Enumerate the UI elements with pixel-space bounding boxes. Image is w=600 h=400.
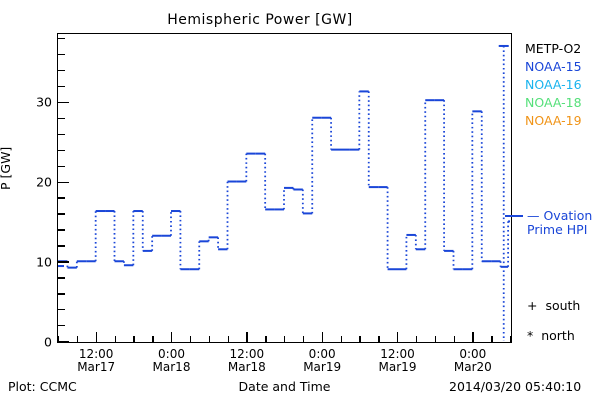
x-tick-label-date: Mar20 [453, 360, 492, 374]
y-tick-minor [58, 309, 65, 311]
legend-marker-north: * north [527, 328, 575, 343]
x-tick-minor [58, 335, 60, 343]
y-tick-minor [58, 325, 65, 327]
y-tick-minor [58, 149, 65, 151]
x-tick-major [472, 331, 474, 343]
x-tick-label-time: 12:00 [380, 347, 415, 361]
legend-item-noaa-19[interactable]: NOAA-19 [525, 113, 582, 128]
y-tick-major [58, 261, 69, 263]
y-tick-label: 30 [36, 94, 52, 110]
y-tick-minor [58, 69, 65, 72]
y-tick-major [58, 101, 69, 104]
y-tick-label: 10 [36, 254, 52, 270]
x-tick-label: 12:00 Mar18 [228, 348, 266, 374]
y-tick-minor [58, 85, 65, 88]
x-tick-minor [453, 335, 455, 343]
x-tick-minor [491, 335, 493, 343]
x-tick-label-date: Mar19 [378, 360, 417, 374]
legend-item-noaa-16[interactable]: NOAA-16 [525, 77, 582, 92]
x-tick-minor [76, 335, 79, 343]
x-tick-label-date: Mar19 [303, 360, 342, 374]
hpi-series-line [58, 44, 510, 341]
legend-item-noaa-18[interactable]: NOAA-18 [525, 95, 582, 110]
x-tick-minor [227, 335, 229, 343]
legend-marker-north-label: north [541, 328, 575, 343]
x-tick-major [397, 331, 399, 343]
x-tick-label: 12:00 Mar19 [379, 348, 417, 374]
x-tick-minor [114, 335, 116, 343]
x-axis-title: Date and Time [238, 379, 331, 394]
y-tick-minor [58, 277, 65, 279]
y-tick-minor [58, 293, 65, 295]
asterisk-icon: * [527, 328, 534, 343]
x-tick-minor [415, 335, 418, 343]
x-tick-label-date: Mar18 [227, 360, 266, 374]
legend-marker-south-label: south [545, 298, 581, 313]
ovation-legend-label: — Ovation Prime HPI [527, 209, 592, 237]
chart-title: Hemispheric Power [GW] [167, 12, 353, 28]
y-tick-minor [58, 245, 65, 247]
ovation-legend-line1: — Ovation [527, 208, 593, 223]
x-tick-label-time: 12:00 [229, 347, 265, 361]
y-tick-minor [58, 197, 65, 199]
y-tick-minor [58, 229, 65, 231]
x-tick-label: 0:00 Mar20 [454, 348, 492, 374]
ovation-legend-line2: Prime HPI [527, 222, 588, 237]
x-tick-minor [434, 335, 437, 343]
y-axis-title: P [GW] [0, 146, 13, 190]
legend-item-noaa-15[interactable]: NOAA-15 [525, 59, 582, 74]
x-tick-major [95, 331, 98, 343]
x-tick-minor [284, 335, 286, 343]
x-tick-label-time: 0:00 [459, 347, 487, 361]
y-tick-major [58, 181, 69, 183]
footer-credit: Plot: CCMC [8, 379, 77, 394]
x-tick-minor [340, 335, 342, 343]
x-tick-label-time: 0:00 [158, 347, 185, 361]
y-tick-minor [58, 37, 65, 40]
x-tick-label-date: Mar18 [152, 360, 191, 374]
x-tick-minor [152, 335, 154, 343]
x-tick-minor [265, 335, 267, 343]
x-tick-minor [359, 335, 361, 343]
y-tick-minor [58, 53, 65, 56]
x-tick-label-time: 12:00 [78, 347, 114, 361]
x-tick-minor [302, 335, 305, 343]
y-tick-minor [58, 133, 65, 136]
legend-marker-south: + south [527, 298, 580, 313]
y-tick-minor [58, 165, 65, 167]
x-tick-label: 0:00 Mar18 [153, 348, 191, 374]
plus-icon: + [527, 298, 538, 313]
plot-area [58, 34, 511, 342]
x-tick-major [246, 331, 248, 343]
y-tick-label: 20 [36, 174, 52, 190]
x-tick-major [321, 331, 324, 343]
x-tick-minor [133, 335, 135, 343]
x-tick-minor [208, 335, 211, 343]
y-tick-major [58, 341, 69, 343]
x-tick-minor [510, 335, 512, 343]
y-tick-minor [58, 117, 65, 120]
legend-item-metp-o2[interactable]: METP-O2 [525, 41, 582, 56]
y-tick-label: 0 [44, 334, 52, 349]
x-tick-label-date: Mar17 [77, 360, 116, 374]
satellite-legend: METP-O2 NOAA-15 NOAA-16 NOAA-18 NOAA-19 [525, 40, 582, 130]
footer-timestamp: 2014/03/20 05:40:10 [449, 379, 582, 394]
x-tick-label: 12:00 Mar17 [77, 348, 115, 374]
y-tick-minor [58, 213, 65, 215]
x-tick-major [171, 331, 173, 343]
x-tick-minor [378, 335, 380, 343]
x-tick-label: 0:00 Mar19 [303, 348, 341, 374]
plot-frame [57, 33, 512, 343]
x-tick-label-time: 0:00 [308, 347, 336, 361]
x-tick-minor [189, 335, 192, 343]
ovation-legend-dash [505, 215, 523, 217]
